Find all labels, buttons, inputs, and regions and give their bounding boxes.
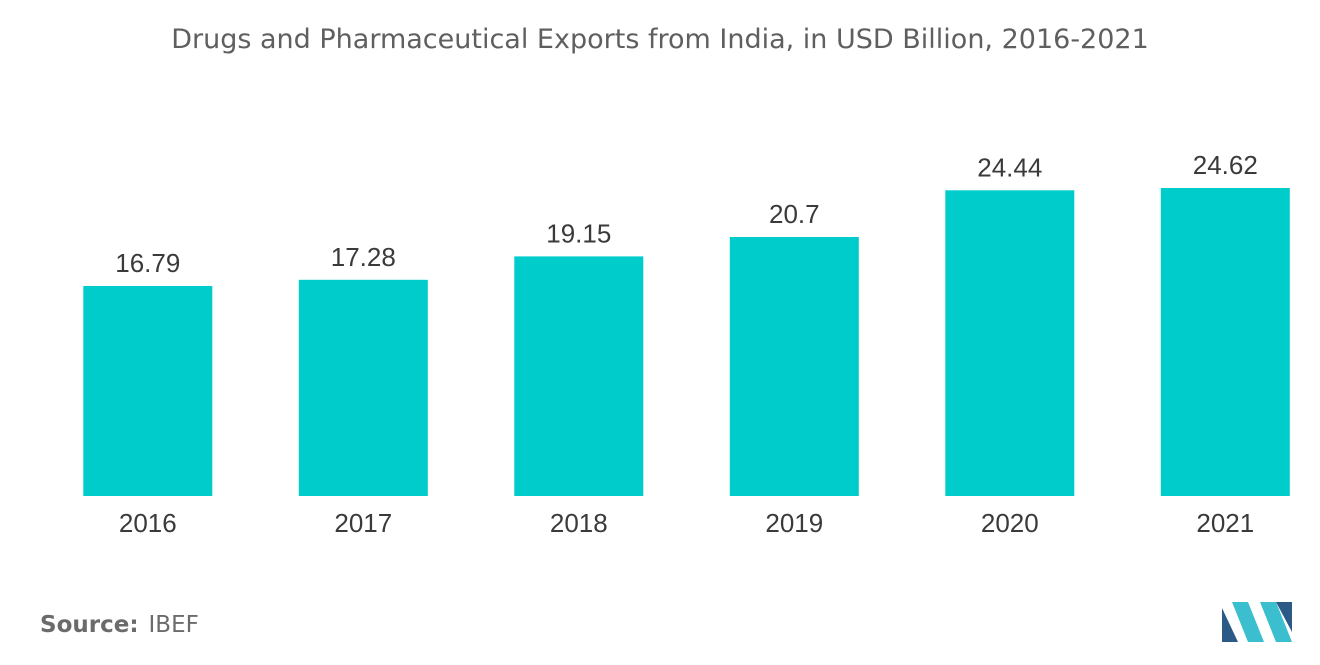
x-tick-2021: 2021 <box>1196 508 1254 538</box>
source-note: Source: IBEF <box>40 612 199 638</box>
x-tick-2018: 2018 <box>550 508 608 538</box>
bar-2018 <box>514 256 644 496</box>
x-tick-2017: 2017 <box>334 508 392 538</box>
mordor-intelligence-logo-icon <box>1222 602 1292 642</box>
value-label-2017: 17.28 <box>331 242 396 272</box>
source-value: IBEF <box>148 612 199 638</box>
bar-2020 <box>945 190 1075 497</box>
bar-2021 <box>1160 188 1290 496</box>
value-label-2019: 20.7 <box>769 199 820 229</box>
source-label: Source: <box>40 612 139 638</box>
x-tick-2020: 2020 <box>981 508 1039 538</box>
x-tick-2016: 2016 <box>119 508 177 538</box>
bar-2019 <box>729 237 859 496</box>
value-label-2020: 24.44 <box>977 152 1042 182</box>
bar-chart: 16.79 2016 17.28 2017 19.15 2018 20.7 2019 24.44… <box>83 150 1290 538</box>
x-tick-2019: 2019 <box>765 508 823 538</box>
chart-title: Drugs and Pharmaceutical Exports from In… <box>171 24 1149 55</box>
value-label-2018: 19.15 <box>546 218 611 248</box>
value-label-2021: 24.62 <box>1193 150 1258 180</box>
value-label-2016: 16.79 <box>115 248 180 278</box>
bar-2017 <box>298 279 428 496</box>
bar-2016 <box>83 286 213 496</box>
